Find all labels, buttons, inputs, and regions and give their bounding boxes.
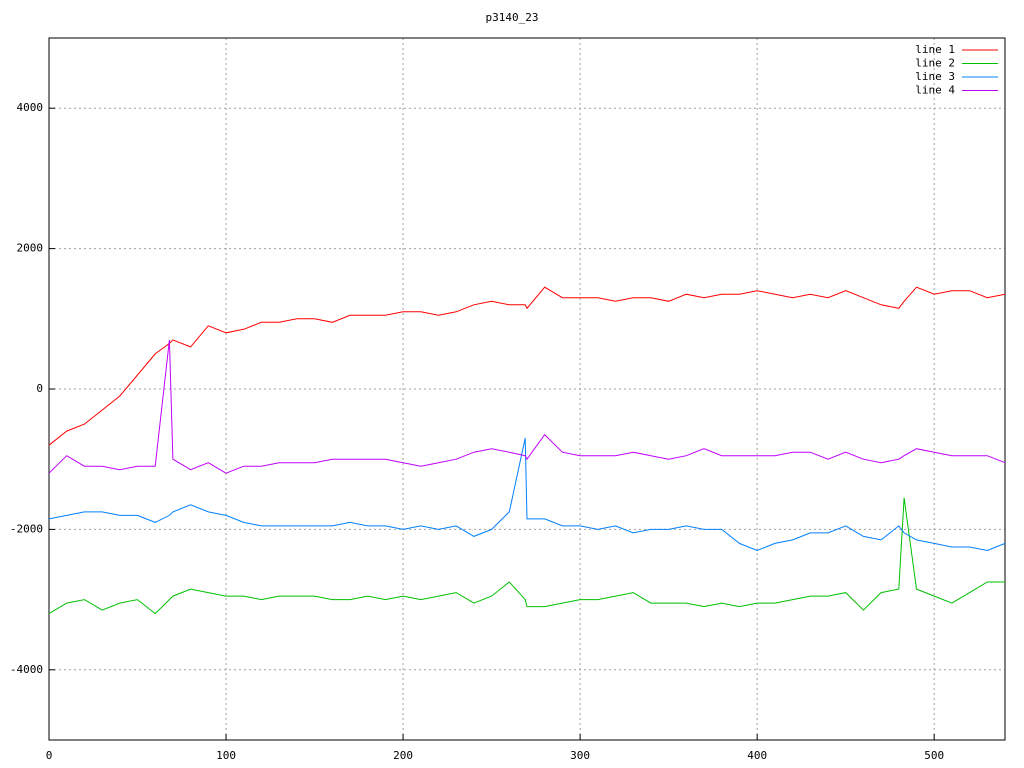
- series-line: [48, 497, 1005, 615]
- series-line: [48, 286, 1006, 446]
- y-tick-label: -2000: [10, 522, 43, 535]
- y-tick-label: 0: [36, 382, 43, 395]
- x-tick-label: 500: [924, 749, 944, 762]
- legend-label: line 4: [915, 84, 955, 97]
- legend-label: line 1: [915, 43, 955, 56]
- y-tick-label: 4000: [17, 101, 44, 114]
- chart-title: p3140_23: [486, 11, 539, 24]
- x-tick-label: 100: [216, 749, 236, 762]
- x-tick-label: 400: [747, 749, 767, 762]
- series-line: [48, 339, 1006, 474]
- y-tick-label: 2000: [17, 242, 44, 255]
- plot-frame: [48, 37, 1006, 741]
- x-tick-label: 200: [393, 749, 413, 762]
- y-tick-label: -4000: [10, 663, 43, 676]
- legend-label: line 3: [915, 70, 955, 83]
- x-tick-label: 300: [570, 749, 590, 762]
- legend-label: line 2: [915, 57, 955, 70]
- series-line: [48, 437, 1006, 552]
- x-tick-label: 0: [46, 749, 53, 762]
